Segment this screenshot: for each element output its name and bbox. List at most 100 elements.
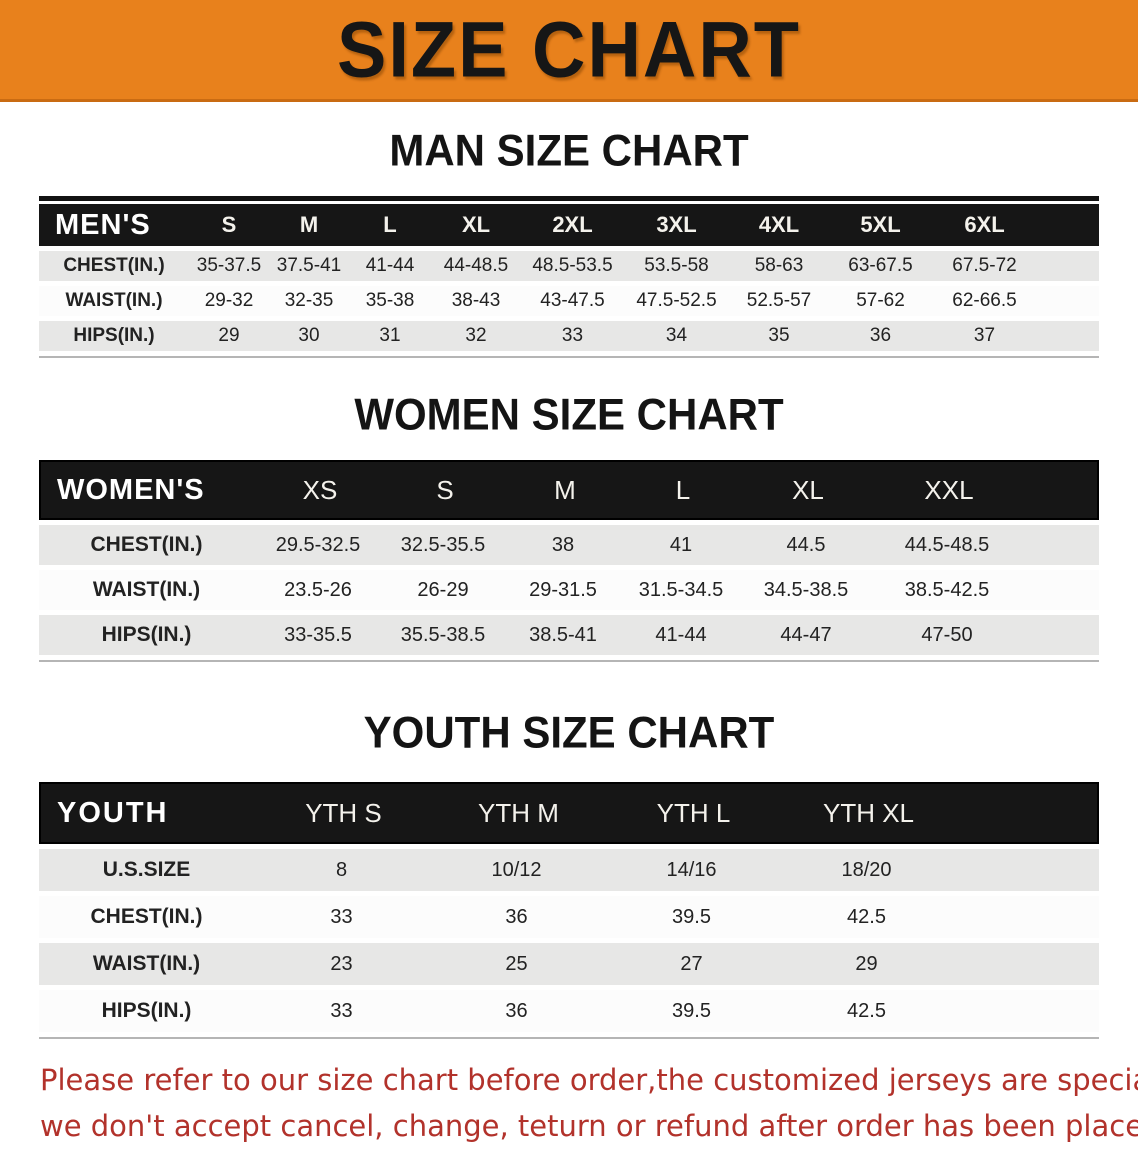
women-col-s: S: [436, 474, 454, 505]
women-table-bottom-rule: [39, 660, 1099, 662]
men-waist-row: WAIST(IN.) 29-32 32-35 35-38 38-43 43-47…: [39, 286, 1099, 316]
value-cell: 58-63: [754, 255, 804, 276]
value-cell: 32.5-35.5: [400, 533, 486, 556]
value-cell: 39.5: [672, 905, 711, 928]
row-label: CHEST(IN.): [90, 533, 203, 556]
value-cell: 43-47.5: [540, 290, 605, 311]
value-cell: 10/12: [491, 858, 542, 881]
men-table-header-row: MEN'S S M L XL 2XL 3XL 4XL 5XL 6XL: [39, 204, 1099, 246]
value-cell: 32: [465, 325, 487, 346]
row-label: U.S.SIZE: [102, 858, 191, 881]
men-col-xl: XL: [461, 212, 491, 237]
value-cell: 29: [855, 952, 878, 975]
row-label: HIPS(IN.): [101, 999, 192, 1022]
value-cell: 37.5-41: [276, 255, 342, 276]
value-cell: 36: [505, 905, 528, 928]
men-col-3xl: 3XL: [656, 212, 697, 237]
disclaimer-line-2: we don't accept cancel, change, teturn o…: [40, 1109, 1138, 1143]
youth-table-bottom-rule: [39, 1037, 1099, 1039]
value-cell: 29-31.5: [529, 578, 597, 601]
men-col-2xl: 2XL: [552, 212, 593, 237]
women-waist-row: WAIST(IN.) 23.5-26 26-29 29-31.5 31.5-34…: [39, 570, 1099, 610]
women-hips-row: HIPS(IN.) 33-35.5 35.5-38.5 38.5-41 41-4…: [39, 615, 1099, 655]
disclaimer-line-1: Please refer to our size chart before or…: [40, 1063, 1138, 1097]
value-cell: 67.5-72: [952, 255, 1017, 276]
youth-table-header-row: YOUTH YTH S YTH M YTH L YTH XL: [39, 782, 1099, 844]
women-col-xxl: XXL: [924, 474, 974, 505]
women-col-xs: XS: [302, 474, 338, 505]
youth-chest-row: CHEST(IN.) 33 36 39.5 42.5: [39, 896, 1099, 938]
value-cell: 53.5-58: [644, 255, 709, 276]
men-col-4xl: 4XL: [758, 212, 800, 237]
value-cell: 44.5-48.5: [904, 533, 990, 556]
value-cell: 35-38: [365, 290, 415, 311]
youth-col-xl: YTH XL: [822, 797, 915, 828]
row-label: WAIST(IN.): [92, 578, 201, 601]
row-label: HIPS(IN.): [73, 325, 155, 346]
row-label: CHEST(IN.): [90, 905, 203, 928]
value-cell: 26-29: [417, 578, 469, 601]
value-cell: 31.5-34.5: [638, 578, 724, 601]
men-table-top-rule: [39, 196, 1099, 201]
value-cell: 33: [330, 999, 353, 1022]
value-cell: 38-43: [451, 290, 501, 311]
youth-waist-row: WAIST(IN.) 23 25 27 29: [39, 943, 1099, 985]
row-label: HIPS(IN.): [101, 623, 192, 646]
women-col-l: L: [675, 474, 691, 505]
value-cell: 36: [505, 999, 528, 1022]
value-cell: 38.5-42.5: [904, 578, 990, 601]
man-section-heading: MAN SIZE CHART: [389, 125, 749, 176]
value-cell: 57-62: [856, 290, 905, 311]
value-cell: 44-47: [780, 623, 832, 646]
youth-section-heading: YOUTH SIZE CHART: [363, 707, 775, 758]
value-cell: 14/16: [666, 858, 717, 881]
row-label: WAIST(IN.): [92, 952, 201, 975]
value-cell: 38.5-41: [529, 623, 597, 646]
value-cell: 29.5-32.5: [275, 533, 361, 556]
value-cell: 18/20: [841, 858, 892, 881]
value-cell: 63-67.5: [848, 255, 913, 276]
value-cell: 44-48.5: [443, 255, 509, 276]
value-cell: 29-32: [204, 290, 254, 311]
value-cell: 8: [335, 858, 348, 881]
value-cell: 44.5: [786, 533, 826, 556]
women-header-label: WOMEN'S: [57, 473, 205, 506]
value-cell: 47.5-52.5: [636, 290, 717, 311]
value-cell: 41-44: [365, 255, 415, 276]
value-cell: 41-44: [655, 623, 707, 646]
value-cell: 35.5-38.5: [400, 623, 486, 646]
women-col-xl: XL: [792, 474, 824, 505]
value-cell: 25: [505, 952, 528, 975]
value-cell: 32-35: [284, 290, 334, 311]
men-table-bottom-rule: [39, 356, 1099, 358]
value-cell: 33: [561, 325, 584, 346]
value-cell: 52.5-57: [746, 290, 812, 311]
value-cell: 34: [665, 325, 688, 346]
value-cell: 33: [330, 905, 353, 928]
men-col-l: L: [383, 212, 397, 237]
men-header-label: MEN'S: [55, 208, 151, 241]
value-cell: 34.5-38.5: [763, 578, 849, 601]
value-cell: 38: [551, 533, 575, 556]
women-size-table: WOMEN'S XS S M L XL XXL CHEST(IN.) 29.5-…: [39, 460, 1099, 662]
value-cell: 37: [973, 325, 996, 346]
size-chart-banner: SIZE CHART: [0, 0, 1138, 102]
value-cell: 29: [218, 325, 240, 346]
men-col-m: M: [299, 212, 319, 237]
value-cell: 23: [330, 952, 353, 975]
disclaimer-text: Please refer to our size chart before or…: [0, 1057, 1138, 1149]
youth-col-s: YTH S: [305, 797, 382, 828]
youth-ussize-row: U.S.SIZE 8 10/12 14/16 18/20: [39, 849, 1099, 891]
value-cell: 23.5-26: [284, 578, 352, 601]
row-label: WAIST(IN.): [65, 290, 163, 311]
value-cell: 33-35.5: [284, 623, 352, 646]
value-cell: 39.5: [672, 999, 711, 1022]
men-col-s: S: [221, 212, 237, 237]
value-cell: 35: [768, 325, 790, 346]
women-col-m: M: [554, 474, 576, 505]
value-cell: 47-50: [921, 623, 973, 646]
value-cell: 27: [680, 952, 703, 975]
value-cell: 48.5-53.5: [532, 255, 613, 276]
youth-header-label: YOUTH: [57, 796, 169, 829]
value-cell: 30: [298, 325, 320, 346]
